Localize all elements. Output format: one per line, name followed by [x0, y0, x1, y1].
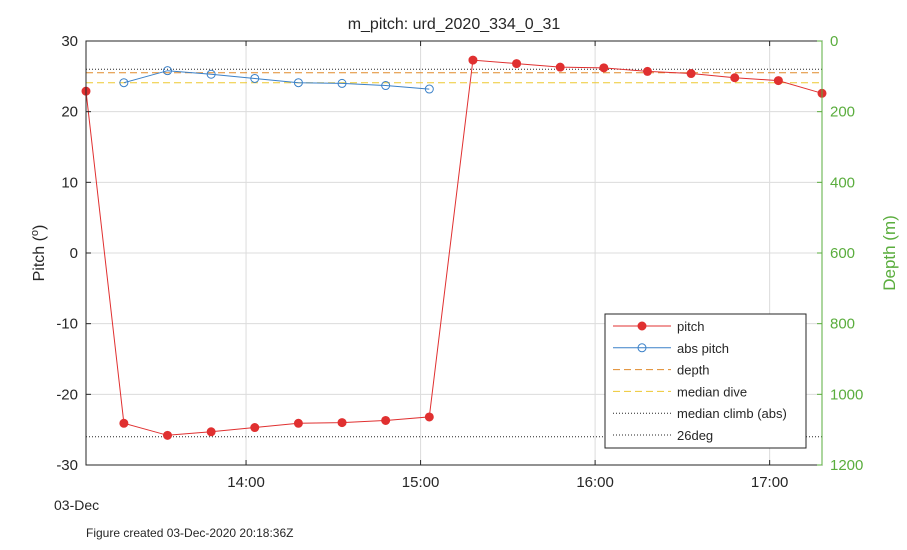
- series-abs-pitch-point: [119, 78, 129, 88]
- figure-footer: Figure created 03-Dec-2020 20:18:36Z: [86, 526, 293, 540]
- series-abs-pitch-point: [250, 73, 260, 83]
- y-axis-label: Pitch (o): [29, 225, 48, 282]
- y-axis-label-superscript: o: [29, 230, 41, 236]
- y2-tick-label: 0: [830, 33, 838, 50]
- series-pitch-point: [599, 63, 609, 73]
- series-pitch-point: [730, 73, 740, 83]
- x-tick-label: 14:00: [227, 474, 265, 491]
- y-tick-label: 30: [61, 33, 78, 50]
- x-tick-label: 15:00: [402, 474, 440, 491]
- series-pitch-point: [293, 418, 303, 428]
- series-pitch-point: [555, 62, 565, 72]
- legend-label-depth: depth: [677, 363, 710, 378]
- series-pitch-point: [206, 427, 216, 437]
- y-tick-label: -10: [56, 316, 78, 333]
- series-abs-pitch-line: [123, 70, 430, 90]
- legend-label-median-climb-abs-: median climb (abs): [677, 406, 787, 421]
- y2-tick-label: 600: [830, 245, 855, 262]
- y2-tick-label: 800: [830, 316, 855, 333]
- series-pitch-point: [250, 423, 260, 433]
- series-abs-pitch-point: [206, 69, 216, 79]
- legend: pitch abs pitch depth median dive median cli…: [604, 313, 807, 449]
- series-abs-pitch-point: [381, 81, 391, 91]
- legend-marker-pitch: [637, 321, 647, 331]
- series-pitch-point: [337, 418, 347, 428]
- legend-label-median-dive: median dive: [677, 384, 747, 399]
- legend-label-26deg: 26deg: [677, 428, 713, 443]
- series-pitch-point: [468, 55, 478, 65]
- legend-label-pitch: pitch: [677, 319, 704, 334]
- y2-axis-label: Depth (m): [880, 215, 899, 291]
- y2-tick-label: 200: [830, 104, 855, 121]
- chart-title: m_pitch: urd_2020_334_0_31: [348, 16, 561, 33]
- legend-label-abs-pitch: abs pitch: [677, 341, 729, 356]
- series-pitch-point: [381, 415, 391, 425]
- data-series: [81, 55, 827, 440]
- series-pitch-line: [85, 59, 823, 436]
- series-abs-pitch-point: [424, 84, 434, 94]
- series-abs-pitch-point: [337, 78, 347, 88]
- y-tick-label: 0: [70, 245, 78, 262]
- series-abs-pitch-point: [293, 78, 303, 88]
- y-tick-label: -20: [56, 386, 78, 403]
- axis-ticks: 14:00 15:00 16:00 17:00 30 20 10 0 -10 -20 -30 0 200…: [56, 33, 863, 491]
- legend-box: [604, 313, 807, 449]
- y-tick-label: -30: [56, 457, 78, 474]
- y2-tick-label: 1200: [830, 457, 863, 474]
- y-axis-label-close: ): [31, 225, 48, 230]
- series-pitch-point: [686, 69, 696, 79]
- y-axis-label-main: Pitch (: [31, 235, 48, 281]
- reference-lines: [86, 68, 822, 438]
- y-tick-label: 20: [61, 104, 78, 121]
- y2-tick-label: 400: [830, 174, 855, 191]
- x-tick-label: 17:00: [751, 474, 789, 491]
- legend-marker-abs-pitch: [637, 343, 647, 353]
- y2-tick-label: 1000: [830, 386, 863, 403]
- series-pitch-point: [642, 66, 652, 76]
- series-abs-pitch-point: [163, 66, 173, 76]
- x-tick-label: 16:00: [576, 474, 614, 491]
- series-pitch-point: [512, 59, 522, 69]
- date-label: 03-Dec: [54, 497, 99, 513]
- y-tick-label: 10: [61, 174, 78, 191]
- series-pitch-point: [424, 412, 434, 422]
- series-pitch-point: [163, 430, 173, 440]
- series-pitch-point: [119, 418, 129, 428]
- series-pitch-point: [773, 76, 783, 86]
